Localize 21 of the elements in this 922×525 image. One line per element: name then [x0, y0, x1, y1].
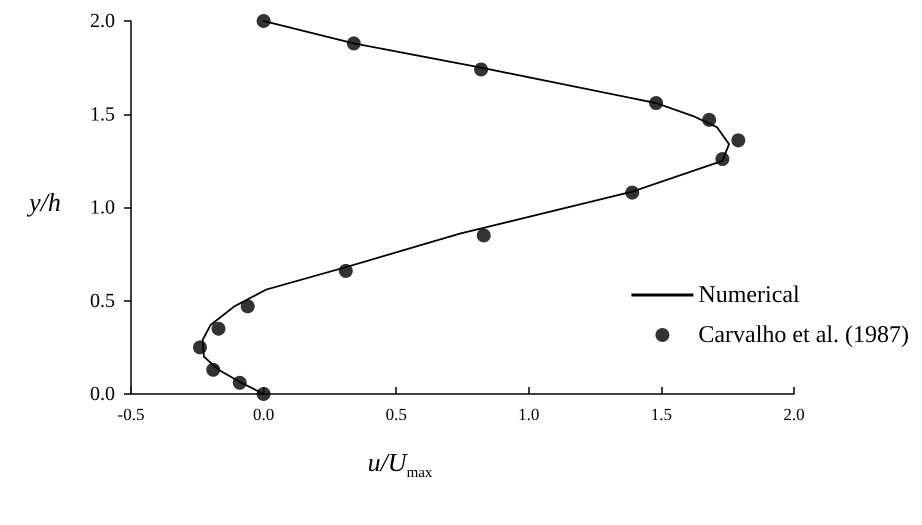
x-tick-label: 0.0 [252, 405, 274, 424]
point [256, 14, 271, 28]
legend-label: Numerical [698, 282, 800, 308]
x-tick-label: 2.0 [783, 405, 805, 424]
point [476, 228, 491, 242]
y-tick-label: 1.0 [90, 196, 115, 218]
y-tick-label: 0.0 [90, 383, 115, 405]
legend-label: Carvalho et al. (1987) [698, 322, 910, 348]
x-tick-label: 1.5 [650, 405, 672, 424]
x-tick-label: 0.5 [386, 405, 407, 424]
y-tick-label: 0.5 [90, 290, 115, 312]
point [731, 133, 746, 148]
point [240, 299, 255, 314]
point [212, 322, 226, 336]
x-tick-label: 1.0 [518, 405, 540, 424]
x-tick-label: -0.5 [118, 405, 144, 424]
x-axis-title: u/U$_{max}$ [368, 448, 432, 482]
point [256, 387, 271, 401]
y-axis-title: y/h [29, 188, 61, 217]
y-tick-label: 2.0 [90, 10, 115, 32]
y-tick-label: 1.5 [90, 103, 115, 126]
